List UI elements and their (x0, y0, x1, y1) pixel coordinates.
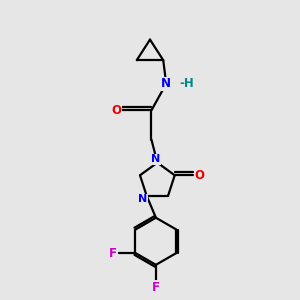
Text: -H: -H (179, 77, 194, 90)
Text: O: O (194, 169, 205, 182)
Text: N: N (139, 194, 148, 204)
Text: N: N (161, 77, 171, 90)
Text: O: O (112, 104, 122, 117)
Text: N: N (151, 154, 160, 164)
Text: F: F (152, 281, 160, 294)
Text: F: F (109, 247, 117, 260)
